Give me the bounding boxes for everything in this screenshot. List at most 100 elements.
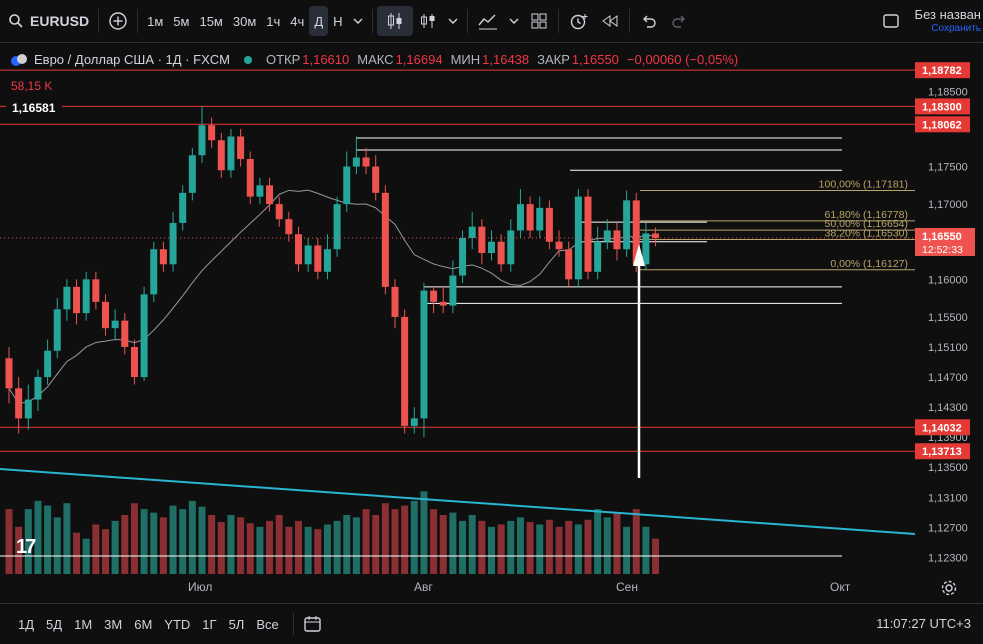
candle-body: [420, 290, 428, 419]
candle-body: [198, 125, 206, 156]
volume-bar: [285, 526, 293, 574]
interval-1m[interactable]: 1м: [147, 13, 164, 29]
volume-bar: [497, 524, 505, 574]
volume-bar: [227, 515, 235, 574]
settings-gear-icon[interactable]: [940, 579, 958, 597]
moving-average-line: [8, 189, 656, 404]
close-label: ЗАКР: [537, 52, 570, 67]
toolbar-divider: [628, 9, 630, 33]
interval-15m[interactable]: 15м: [199, 13, 223, 29]
current-price-badge: [915, 227, 975, 256]
high-value: 1,16694: [395, 52, 443, 67]
range-5d[interactable]: 5Д: [46, 616, 63, 632]
candle-body: [545, 207, 553, 242]
layout-templates-button[interactable]: [524, 6, 554, 36]
candle-body: [295, 234, 302, 265]
candle-body: [323, 249, 331, 272]
chevron-down-icon: [353, 18, 363, 24]
interval-5m[interactable]: 5м: [173, 13, 190, 29]
volume-bar: [488, 526, 495, 574]
candle-body: [401, 316, 409, 426]
candle-body: [63, 286, 71, 310]
chart-area[interactable]: 100,00% (1,17181) 61,80% (1,16778) 50,00% …: [0, 44, 983, 574]
range-all[interactable]: Все: [256, 616, 279, 632]
alert-button[interactable]: [563, 6, 595, 36]
annotation-arrow-head: [633, 244, 645, 266]
volume-bar: [526, 522, 534, 574]
candle-body: [44, 350, 52, 378]
range-1y[interactable]: 1Г: [202, 616, 217, 632]
price-axis-tick: 1,18500: [928, 86, 968, 98]
candle-body: [468, 226, 476, 238]
chart-legend: Евро / Доллар США · 1Д · FXCM ОТКР 1,166…: [10, 52, 746, 67]
replay-button[interactable]: [595, 6, 625, 36]
range-6m[interactable]: 6М: [134, 616, 153, 632]
change-value: −0,00060 (−0,05%): [626, 52, 739, 67]
candle-body: [140, 294, 148, 378]
volume-bar: [343, 515, 351, 574]
candle-body: [275, 204, 283, 220]
interval-4h[interactable]: 4ч: [290, 13, 305, 29]
interval-1h[interactable]: 1ч: [266, 13, 281, 29]
interval-dropdown[interactable]: [348, 6, 368, 36]
volume-bar: [323, 524, 331, 574]
bar-style-button[interactable]: [413, 6, 443, 36]
interval-week[interactable]: Н: [333, 13, 343, 29]
clock[interactable]: 11:07:27 UTC+3: [876, 616, 971, 631]
volume-bar: [34, 500, 42, 574]
calendar-range-icon[interactable]: [302, 614, 324, 634]
symbol-name: EURUSD: [30, 13, 90, 29]
bar-countdown: 12:52:33: [922, 244, 963, 256]
indicators-icon: [477, 14, 497, 30]
candle-body: [439, 301, 447, 306]
toolbar-divider: [371, 9, 373, 33]
range-ytd[interactable]: YTD: [164, 616, 191, 632]
fib-level-label: 0,00% (1,16127): [830, 258, 908, 270]
price-chart[interactable]: 100,00% (1,17181) 61,80% (1,16778)50,00% …: [0, 44, 983, 574]
candle-body: [372, 166, 380, 193]
range-5y[interactable]: 5Л: [228, 616, 245, 632]
symbol-search-button[interactable]: EURUSD: [0, 6, 94, 36]
volume-bar: [246, 523, 254, 574]
volume-value: 58,15 K: [11, 79, 53, 93]
interval-30m[interactable]: 30м: [232, 13, 257, 29]
compare-symbol-button[interactable]: [103, 6, 133, 36]
price-level-badge: [915, 116, 970, 133]
volume-bar: [391, 509, 399, 574]
range-1m[interactable]: 1М: [74, 616, 93, 632]
fullscreen-button[interactable]: [876, 6, 906, 36]
range-3m[interactable]: 3М: [104, 616, 123, 632]
candles-chart-type-button[interactable]: [376, 6, 413, 36]
candle-body: [227, 136, 235, 171]
volume-bar: [333, 520, 341, 574]
crosshair-price-tag: [6, 100, 62, 116]
add-circle-icon: [109, 12, 127, 30]
redo-button[interactable]: [664, 6, 694, 36]
volume-bar: [237, 517, 245, 574]
chart-type-dropdown[interactable]: [443, 6, 463, 36]
chevron-down-icon: [448, 18, 458, 24]
range-1d[interactable]: 1Д: [18, 616, 35, 632]
volume-bar: [536, 524, 544, 574]
volume-bar: [584, 519, 592, 574]
price-level-badge: [915, 62, 970, 79]
volume-bar: [111, 520, 119, 574]
grid-icon: [531, 13, 547, 29]
volume-bar: [24, 509, 32, 574]
indicators-dropdown[interactable]: [504, 6, 524, 36]
indicators-button[interactable]: [472, 6, 504, 36]
undo-button[interactable]: [634, 6, 664, 36]
interval-day[interactable]: Д: [309, 6, 329, 36]
volume-bar: [507, 520, 515, 574]
x-label-aug: Авг: [414, 580, 433, 594]
volume-bar: [362, 509, 370, 574]
toolbar-divider: [137, 9, 139, 33]
redo-icon: [671, 15, 685, 28]
volume-bar: [304, 526, 312, 574]
layout-name[interactable]: Без назван Сохранить: [915, 8, 981, 36]
price-axis-tick: 1,12300: [928, 552, 968, 564]
high-label: МАКС: [357, 52, 394, 67]
time-axis[interactable]: Июл Авг Сен Окт: [0, 574, 983, 602]
toolbar-divider: [98, 9, 100, 33]
volume-bar: [401, 505, 409, 574]
